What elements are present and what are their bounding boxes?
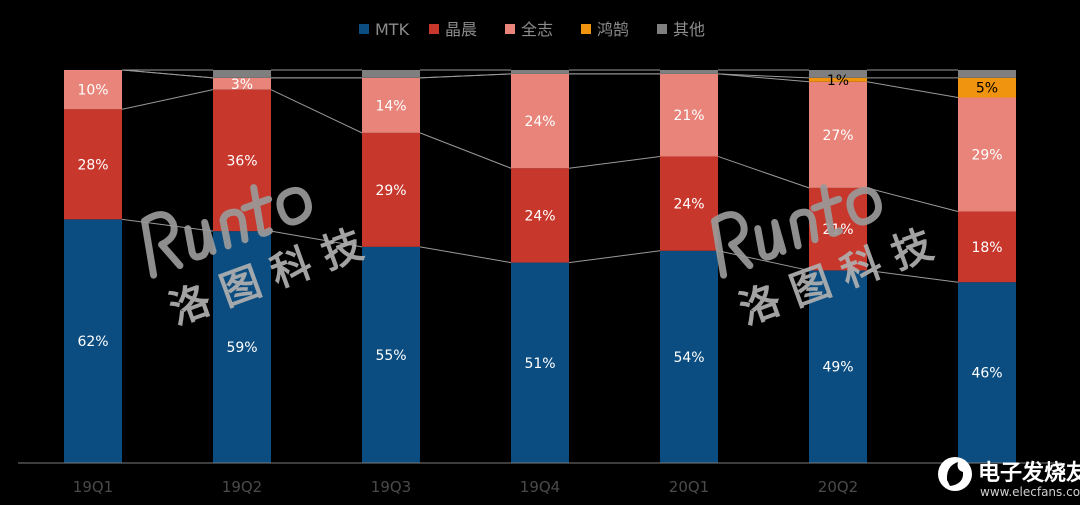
connector-1-2 bbox=[419, 132, 512, 169]
legend-swatch-3 bbox=[581, 24, 591, 34]
data-labels-layer: 62% 28% 10% 59% 36% 3% 55% 29% 14% 51% 24% 24% 54% 24… bbox=[77, 73, 1002, 382]
data-label-20Q3-2: 29% bbox=[971, 147, 1002, 163]
bar-segment-20Q2-3 bbox=[809, 77, 867, 82]
bar-segment-20Q3-2 bbox=[958, 97, 1016, 212]
data-label-19Q3-1: 29% bbox=[375, 183, 406, 199]
series-connectors bbox=[121, 69, 959, 283]
data-label-19Q2-0: 59% bbox=[226, 340, 257, 356]
bar-segment-20Q3-4 bbox=[958, 70, 1016, 78]
runto-latin-mark-left bbox=[141, 184, 312, 279]
bar-segment-19Q3-0 bbox=[362, 246, 420, 463]
connector-0-4 bbox=[717, 250, 810, 271]
bar-segment-20Q3-3 bbox=[958, 77, 1016, 98]
connector-0-1 bbox=[270, 230, 363, 248]
bar-segment-19Q1-2 bbox=[64, 70, 122, 110]
data-label-20Q2-2: 27% bbox=[822, 128, 853, 144]
bar-segment-19Q4-1 bbox=[511, 168, 569, 263]
bar-segment-20Q1-2 bbox=[660, 73, 718, 157]
bar-segment-20Q2-0 bbox=[809, 270, 867, 463]
legend-swatch-4 bbox=[657, 24, 667, 34]
connector-0-0 bbox=[121, 218, 214, 232]
logo-glyph-icon bbox=[946, 462, 964, 486]
connector-3-0 bbox=[121, 69, 214, 79]
data-label-19Q4-1: 24% bbox=[524, 208, 555, 224]
logo-text: 电子发烧友 bbox=[978, 460, 1080, 486]
connector-2-5 bbox=[866, 81, 959, 99]
data-label-20Q2-0: 49% bbox=[822, 360, 853, 376]
tick-label-20Q2: 20Q2 bbox=[818, 478, 858, 496]
data-label-20Q3-0: 46% bbox=[971, 366, 1002, 382]
bar-segment-19Q2-0 bbox=[213, 231, 271, 463]
data-label-19Q2-2: 3% bbox=[231, 77, 253, 93]
bar-segment-20Q1-1 bbox=[660, 156, 718, 251]
bar-segment-19Q3-4 bbox=[362, 70, 420, 78]
tick-label-20Q1: 20Q1 bbox=[669, 478, 709, 496]
logo-url: www.elecfans.com bbox=[980, 485, 1080, 499]
data-label-19Q1-0: 62% bbox=[77, 334, 108, 350]
legend-label-1: 晶晨 bbox=[445, 20, 477, 39]
bar-segment-19Q2-2 bbox=[213, 77, 271, 90]
data-label-19Q1-2: 10% bbox=[77, 83, 108, 99]
connector-1-1 bbox=[270, 89, 363, 134]
connector-0-2 bbox=[419, 246, 512, 264]
bar-segment-19Q3-1 bbox=[362, 132, 420, 247]
legend-label-2: 全志 bbox=[521, 20, 553, 39]
connector-1-3 bbox=[568, 155, 661, 169]
chart-legend: MTK 晶晨 全志 鸿鹄 其他 bbox=[359, 20, 705, 39]
data-label-20Q3-3: 5% bbox=[976, 81, 998, 97]
bar-segment-19Q1-0 bbox=[64, 219, 122, 463]
bar-segment-20Q2-4 bbox=[809, 70, 867, 78]
bar-segment-19Q2-4 bbox=[213, 70, 271, 78]
legend-swatch-2 bbox=[505, 24, 515, 34]
legend-swatch-1 bbox=[429, 24, 439, 34]
data-label-19Q2-1: 36% bbox=[226, 153, 257, 169]
tick-label-19Q1: 19Q1 bbox=[73, 478, 113, 496]
legend-swatch-0 bbox=[359, 24, 369, 34]
legend-label-0: MTK bbox=[375, 20, 410, 39]
data-label-19Q3-2: 14% bbox=[375, 98, 406, 114]
data-label-20Q1-1: 24% bbox=[673, 197, 704, 213]
data-label-19Q1-1: 28% bbox=[77, 157, 108, 173]
data-label-20Q1-2: 21% bbox=[673, 108, 704, 124]
connector-0-3 bbox=[568, 250, 661, 264]
elecfans-logo: 电子发烧友 www.elecfans.com bbox=[938, 457, 1080, 499]
connector-1-0 bbox=[121, 89, 214, 110]
data-label-19Q4-0: 51% bbox=[524, 356, 555, 372]
bar-segment-19Q1-1 bbox=[64, 109, 122, 220]
data-label-20Q2-3: 1% bbox=[827, 73, 849, 89]
bar-segment-19Q3-2 bbox=[362, 77, 420, 133]
legend-label-3: 鸿鹄 bbox=[597, 20, 629, 39]
bar-segment-20Q3-0 bbox=[958, 282, 1016, 463]
data-label-20Q3-1: 18% bbox=[971, 240, 1002, 256]
tick-label-19Q4: 19Q4 bbox=[520, 478, 560, 496]
bar-segment-19Q4-2 bbox=[511, 73, 569, 169]
tick-label-19Q3: 19Q3 bbox=[371, 478, 411, 496]
connector-0-5 bbox=[866, 269, 959, 283]
connector-1-5 bbox=[866, 187, 959, 212]
connector-3-2 bbox=[419, 73, 512, 79]
bar-segment-20Q1-4 bbox=[660, 70, 718, 74]
legend-label-4: 其他 bbox=[673, 20, 705, 39]
connector-2-4 bbox=[717, 73, 810, 83]
bar-segment-19Q4-4 bbox=[511, 70, 569, 74]
connector-1-4 bbox=[717, 155, 810, 189]
bar-segment-20Q2-2 bbox=[809, 81, 867, 188]
runto-latin-mark-right bbox=[711, 184, 882, 279]
x-axis-tick-labels: 19Q1 19Q2 19Q3 19Q4 20Q1 20Q2 bbox=[73, 478, 858, 496]
data-label-19Q4-2: 24% bbox=[524, 114, 555, 130]
data-label-19Q3-0: 55% bbox=[375, 348, 406, 364]
data-label-20Q1-0: 54% bbox=[673, 350, 704, 366]
bar-segment-20Q3-1 bbox=[958, 211, 1016, 283]
bar-segment-19Q4-0 bbox=[511, 262, 569, 463]
connector-3-4 bbox=[717, 73, 810, 79]
tick-label-19Q2: 19Q2 bbox=[222, 478, 262, 496]
bar-segment-20Q1-0 bbox=[660, 250, 718, 463]
